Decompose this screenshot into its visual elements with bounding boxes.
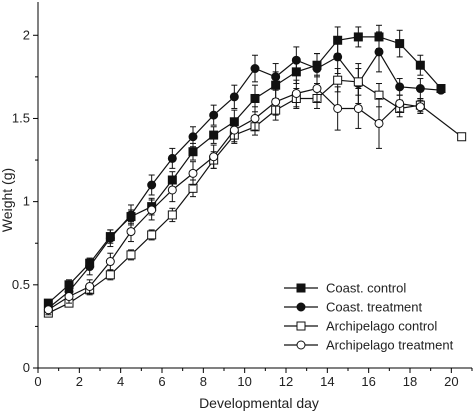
data-point [415, 84, 425, 94]
data-point [85, 262, 95, 272]
data-point [353, 77, 363, 87]
legend-label: Coast. treatment [326, 300, 422, 315]
x-tick-label: 10 [237, 374, 251, 389]
series-1 [43, 24, 446, 308]
data-point [105, 270, 115, 280]
y-tick-label: 2 [23, 27, 30, 42]
data-point [353, 32, 363, 42]
data-point [85, 281, 95, 291]
data-point [291, 55, 301, 65]
legend-label: Archipelago control [326, 319, 437, 334]
series-layer [43, 24, 467, 318]
data-point [209, 110, 219, 120]
legend-marker [296, 340, 306, 350]
series-4 [43, 74, 425, 316]
data-point [105, 257, 115, 267]
data-point [374, 90, 384, 100]
data-point [167, 210, 177, 220]
data-point [167, 185, 177, 195]
data-point [188, 132, 198, 142]
legend-item: Coast. control [284, 281, 406, 296]
legend-label: Coast. control [326, 281, 406, 296]
data-point [374, 47, 384, 57]
x-tick-label: 2 [76, 374, 83, 389]
x-tick-label: 4 [117, 374, 124, 389]
series-line [47, 50, 442, 309]
x-tick-label: 0 [34, 374, 41, 389]
y-axis-title: Weight (g) [0, 168, 15, 232]
data-point [250, 113, 260, 123]
y-tick-label: 0.5 [12, 277, 30, 292]
legend-label: Archipelago treatment [326, 338, 454, 353]
y-tick-label: 1.5 [12, 110, 30, 125]
y-tick-label: 0 [23, 360, 30, 375]
x-tick-label: 8 [200, 374, 207, 389]
series-2 [43, 31, 446, 314]
legend-marker [296, 283, 306, 293]
data-point [209, 130, 219, 140]
data-point [353, 103, 363, 113]
data-point [415, 102, 425, 112]
data-point [415, 60, 425, 70]
data-point [291, 89, 301, 98]
y-tick-label: 1 [23, 194, 30, 209]
data-point [188, 147, 198, 157]
data-point [395, 98, 405, 108]
data-point [395, 82, 405, 92]
data-point [147, 180, 157, 190]
legend: Coast. control Coast. treatment Archipelag… [284, 281, 454, 353]
data-point [374, 118, 384, 128]
data-point [312, 84, 322, 94]
data-point [436, 85, 446, 95]
data-point [250, 93, 260, 103]
data-point [188, 168, 198, 178]
data-point [333, 103, 343, 113]
data-point [333, 75, 343, 85]
x-axis-title: Developmental day [199, 395, 319, 411]
data-point [188, 183, 198, 193]
x-tick-label: 18 [403, 374, 417, 389]
data-point [457, 132, 467, 142]
data-point [64, 291, 74, 301]
data-point [105, 233, 115, 243]
x-tick-label: 16 [361, 374, 375, 389]
x-tick-label: 14 [320, 374, 334, 389]
legend-item: Coast. treatment [284, 300, 422, 315]
data-point [250, 64, 260, 74]
data-point [209, 152, 219, 162]
data-point [126, 250, 136, 260]
legend-marker [296, 321, 306, 331]
data-point [167, 153, 177, 163]
data-point [333, 52, 343, 62]
data-point [43, 305, 53, 315]
data-point [271, 72, 281, 82]
legend-marker [296, 302, 306, 312]
data-point [229, 92, 239, 102]
axes: 0 2 4 6 8 10 12 14 16 18 20 0 0.5 1 1.5 2 [12, 2, 473, 389]
legend-item: Archipelago control [284, 319, 437, 334]
data-point [229, 125, 239, 135]
data-point [126, 210, 136, 220]
data-point [126, 227, 136, 237]
data-point [312, 64, 322, 74]
data-point [271, 97, 281, 107]
legend-item: Archipelago treatment [284, 338, 454, 353]
data-point [395, 39, 405, 49]
x-tick-label: 20 [444, 374, 458, 389]
x-tick-label: 6 [158, 374, 165, 389]
data-point [147, 230, 157, 240]
data-point [147, 205, 157, 215]
x-tick-label: 12 [279, 374, 293, 389]
